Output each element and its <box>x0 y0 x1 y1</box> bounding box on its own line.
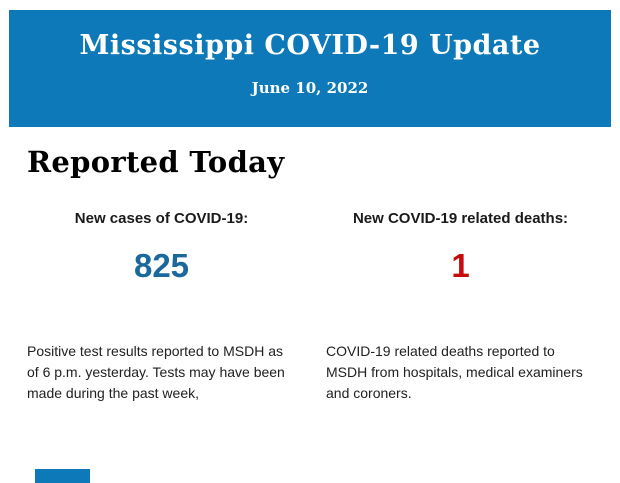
new-cases-description: Positive test results reported to MSDH a… <box>27 343 285 401</box>
new-deaths-description: COVID-19 related deaths reported to MSDH… <box>326 343 583 401</box>
stats-row: New cases of COVID-19: 825 Positive test… <box>27 210 595 404</box>
next-section-cutoff <box>35 469 90 483</box>
header-banner: Mississippi COVID-19 Update June 10, 202… <box>9 10 611 127</box>
new-cases-value: 825 <box>133 247 190 284</box>
new-deaths-label: New COVID-19 related deaths: <box>352 210 569 227</box>
newsletter-page: Mississippi COVID-19 Update June 10, 202… <box>9 10 611 404</box>
stat-new-deaths: New COVID-19 related deaths: 1 COVID-19 … <box>326 210 595 404</box>
newsletter-title: Mississippi COVID-19 Update <box>79 30 541 61</box>
new-deaths-value: 1 <box>451 247 470 284</box>
new-cases-label: New cases of COVID-19: <box>74 210 249 227</box>
content-area: Reported Today New cases of COVID-19: 82… <box>9 145 611 404</box>
section-heading-reported-today: Reported Today <box>27 145 285 179</box>
newsletter-date: June 10, 2022 <box>251 79 369 97</box>
stat-new-cases: New cases of COVID-19: 825 Positive test… <box>27 210 296 404</box>
